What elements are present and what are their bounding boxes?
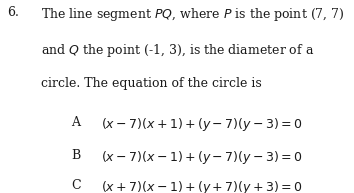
Text: $(x-7)(x-1)+(y-7)(y-3)=0$: $(x-7)(x-1)+(y-7)(y-3)=0$ — [101, 149, 303, 166]
Text: and $Q$ the point (-1, 3), is the diameter of a: and $Q$ the point (-1, 3), is the diamet… — [41, 42, 314, 59]
Text: The line segment $PQ$, where $P$ is the point (7, 7): The line segment $PQ$, where $P$ is the … — [41, 6, 344, 23]
Text: 6.: 6. — [7, 6, 19, 19]
Text: B: B — [71, 149, 80, 162]
Text: A: A — [71, 116, 80, 129]
Text: circle. The equation of the circle is: circle. The equation of the circle is — [41, 77, 262, 90]
Text: $(x-7)(x+1)+(y-7)(y-3)=0$: $(x-7)(x+1)+(y-7)(y-3)=0$ — [101, 116, 303, 133]
Text: $(x+7)(x-1)+(y+7)(y+3)=0$: $(x+7)(x-1)+(y+7)(y+3)=0$ — [101, 179, 303, 193]
Text: C: C — [71, 179, 80, 192]
